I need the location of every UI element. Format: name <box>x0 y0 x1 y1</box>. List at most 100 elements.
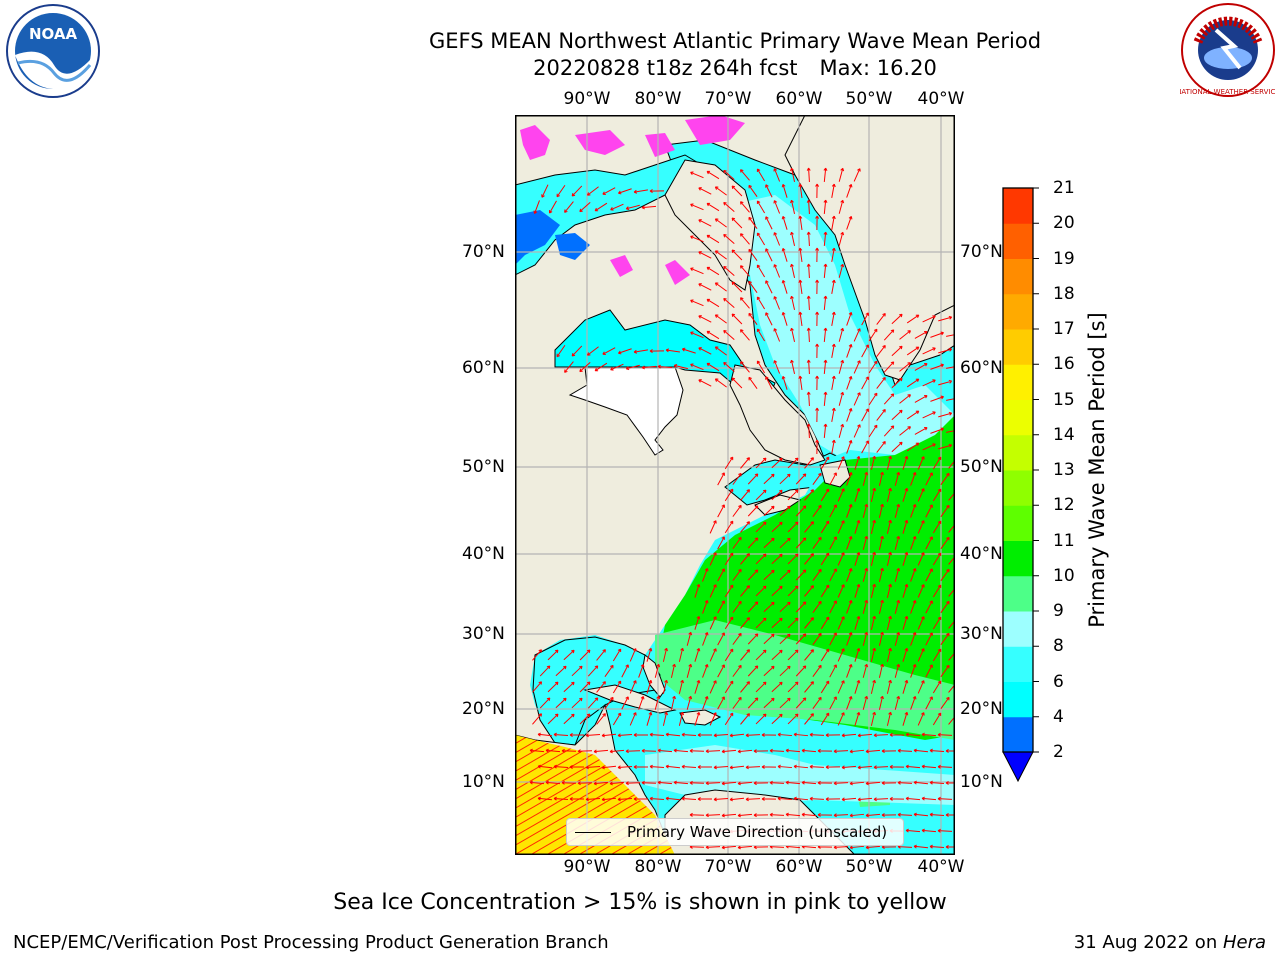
forecast-run: 20220828 t18z 264h fcst <box>533 56 798 80</box>
wave-arrow <box>862 535 869 550</box>
wave-arrow <box>732 632 742 645</box>
wave-arrow <box>891 313 903 325</box>
wave-arrow <box>938 379 953 386</box>
colorbar-cell <box>1003 399 1033 436</box>
wave-arrow <box>737 749 753 754</box>
colorbar-cell <box>1003 575 1033 612</box>
wave-arrow <box>881 813 897 818</box>
wave-arrow <box>709 680 717 694</box>
wave-arrow <box>878 535 884 550</box>
wave-arrow <box>787 681 799 693</box>
wave-arrow <box>894 567 901 582</box>
wave-arrow <box>724 488 734 502</box>
wave-arrow <box>940 536 950 549</box>
colorbar-cell <box>1003 329 1033 365</box>
wave-arrow <box>698 219 712 227</box>
wave-arrow <box>846 504 853 518</box>
wave-arrow <box>817 812 833 817</box>
wave-arrow <box>609 749 625 754</box>
wave-arrow <box>731 377 743 389</box>
wave-arrow <box>831 215 836 230</box>
wave-arrow <box>922 315 936 323</box>
wave-arrow <box>862 567 869 582</box>
wave-arrow <box>910 536 917 550</box>
wave-arrow <box>921 828 937 833</box>
wave-arrow <box>697 797 713 802</box>
wave-arrow <box>569 765 585 769</box>
wave-arrow <box>747 505 759 517</box>
wave-arrow <box>846 216 853 230</box>
wave-arrow <box>723 201 735 212</box>
wave-arrow <box>854 679 861 694</box>
wave-arrow <box>617 765 633 770</box>
wave-arrow <box>604 696 614 709</box>
wave-arrow <box>925 664 933 678</box>
wave-arrow <box>838 359 845 374</box>
wave-arrow <box>838 167 845 182</box>
wave-arrow <box>857 765 873 770</box>
wave-arrow <box>806 167 811 183</box>
wave-arrow <box>846 600 853 614</box>
wave-arrow <box>604 664 614 677</box>
wave-arrow <box>878 471 884 486</box>
colorbar-tick-label: 10 <box>1053 565 1075 586</box>
colorbar-tick-label: 6 <box>1053 671 1064 692</box>
wave-direction-arrows <box>529 167 955 850</box>
wave-arrow <box>601 765 617 770</box>
wave-arrow <box>629 680 637 694</box>
wave-arrow <box>777 732 793 737</box>
caribbean-light <box>645 745 955 805</box>
wave-arrow <box>831 247 836 262</box>
wave-arrow <box>940 696 950 709</box>
wave-arrow <box>641 365 657 370</box>
wave-arrow <box>555 665 567 677</box>
wave-arrow <box>948 681 955 693</box>
wave-arrow <box>795 537 807 549</box>
wave-arrow <box>809 764 825 769</box>
wave-arrow <box>837 488 845 502</box>
lat-label-right-10n: 10°N <box>960 772 1003 792</box>
wave-arrow <box>930 363 944 370</box>
lat-label-right-60n: 60°N <box>960 358 1003 378</box>
wave-arrow <box>745 733 761 738</box>
wave-arrow <box>902 679 909 694</box>
wave-arrow <box>690 235 704 243</box>
wave-arrow <box>833 749 849 754</box>
wave-arrow <box>917 456 925 470</box>
colorbar-cell <box>1003 716 1033 753</box>
wave-arrow <box>838 327 845 342</box>
wave-arrow <box>804 521 814 533</box>
wave-arrow <box>854 519 861 534</box>
colorbar-under-arrow <box>1002 751 1034 783</box>
wave-arrow <box>702 664 709 678</box>
wave-arrow <box>870 711 877 726</box>
wave-arrow <box>921 764 937 769</box>
colorbar-cell <box>1003 646 1033 682</box>
wave-arrow <box>579 713 591 725</box>
wave-arrow <box>670 695 676 710</box>
wave-arrow <box>862 471 869 486</box>
wave-arrow <box>723 329 735 340</box>
wave-arrow <box>714 346 727 356</box>
wave-arrow <box>837 584 845 598</box>
arctic-ice-pink <box>520 115 745 285</box>
wave-arrow <box>857 797 873 802</box>
wave-arrow <box>902 583 909 598</box>
wave-arrow <box>798 247 803 263</box>
wave-arrow <box>929 780 945 785</box>
wave-arrow <box>763 569 775 581</box>
wave-arrow <box>806 391 811 407</box>
wave-arrow <box>846 664 853 678</box>
wave-arrow <box>831 439 836 454</box>
wave-arrow <box>790 295 796 310</box>
wave-arrow <box>823 295 828 311</box>
wave-arrow <box>732 664 742 677</box>
wave-arrow <box>937 828 953 833</box>
wave-arrow <box>649 189 665 194</box>
wave-arrow <box>724 552 734 566</box>
wave-arrow <box>886 583 892 598</box>
wave-arrow <box>902 711 909 726</box>
wave-arrow <box>673 748 689 753</box>
wave-arrow <box>785 812 801 817</box>
wave-arrow <box>561 780 577 785</box>
